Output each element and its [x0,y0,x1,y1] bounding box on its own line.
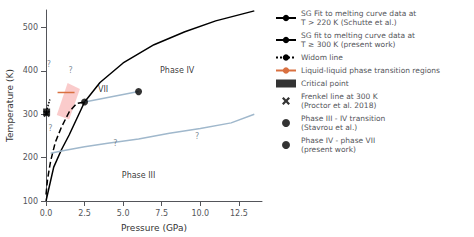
svg-text:7.5: 7.5 [155,209,168,218]
svg-text:Temperature (K): Temperature (K) [5,69,15,143]
svg-text:0.0: 0.0 [40,209,53,218]
svg-text:5.0: 5.0 [117,209,130,218]
svg-text:SG fit to melting curve data a: SG fit to melting curve data at [301,31,415,40]
svg-text:400: 400 [23,66,38,75]
svg-text:VII: VII [98,85,108,94]
svg-text:?: ? [195,132,199,141]
svg-text:2.5: 2.5 [78,209,91,218]
svg-text:200: 200 [23,153,38,162]
svg-text:Pressure (GPa): Pressure (GPa) [121,223,187,233]
svg-text:?: ? [47,60,51,69]
svg-text:100: 100 [23,197,38,206]
svg-text:Phase IV - phase VII: Phase IV - phase VII [301,136,375,145]
svg-text:10.0: 10.0 [191,209,209,218]
svg-text:(Proctor et al. 2018): (Proctor et al. 2018) [301,101,376,110]
svg-text:(Stavrou et al.): (Stavrou et al.) [301,123,357,132]
svg-text:(present work): (present work) [301,145,356,154]
svg-text:?: ? [48,124,52,133]
svg-text:Phase III - IV transition: Phase III - IV transition [301,114,386,123]
svg-text:12.5: 12.5 [230,209,248,218]
svg-text:Widom line: Widom line [301,53,343,62]
svg-text:?: ? [113,139,117,148]
svg-text:Frenkel line at 300 K: Frenkel line at 300 K [301,92,379,101]
svg-text:?: ? [69,66,73,75]
svg-text:T > 220 K (Schutte et al.): T > 220 K (Schutte et al.) [300,18,397,27]
svg-text:SG Fit to melting curve data a: SG Fit to melting curve data at [301,9,416,18]
svg-text:Critical point: Critical point [301,79,349,88]
svg-text:T ≥ 300 K (present work): T ≥ 300 K (present work) [300,40,396,49]
svg-text:Phase IV: Phase IV [160,66,195,75]
svg-text:Liquid-liquid phase transition: Liquid-liquid phase transition regions [301,66,440,75]
svg-text:500: 500 [23,23,38,32]
svg-text:300: 300 [23,110,38,119]
svg-text:Phase III: Phase III [122,171,156,180]
